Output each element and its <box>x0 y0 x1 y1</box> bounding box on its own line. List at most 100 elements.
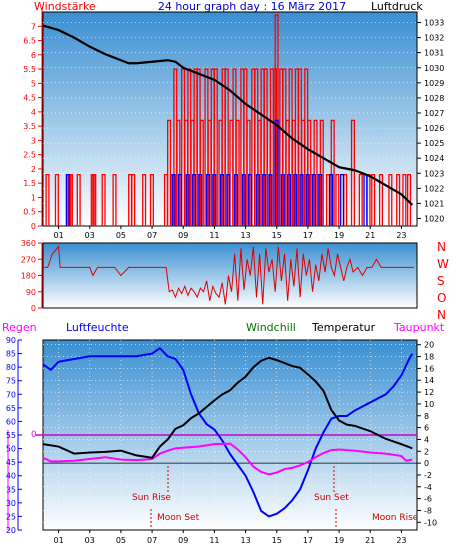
humidity-tick-label: 35 <box>6 485 16 494</box>
rain-zero-label: 0 <box>31 430 37 440</box>
temperature-tick-label: 6 <box>424 424 429 433</box>
wind-gust-bar <box>191 173 197 226</box>
wind-speed-bar <box>213 68 218 226</box>
hour-tick-label-bottom: 23 <box>396 536 406 545</box>
wind-speed-bar <box>101 173 106 226</box>
hour-tick-label: 21 <box>365 231 375 240</box>
hour-tick-label: 23 <box>396 231 406 240</box>
hour-tick-label: 17 <box>303 231 313 240</box>
wind-speed-bar <box>313 119 318 226</box>
pressure-tick-label: 1032 <box>424 34 444 43</box>
wind-tick-label: 6.5 <box>23 37 36 46</box>
sun-set-label: Sun Set <box>314 493 349 503</box>
hour-tick-label: 05 <box>116 231 126 240</box>
hour-tick-label-bottom: 07 <box>147 536 157 545</box>
wind-speed-bar <box>54 173 59 226</box>
wind-tick-label: 1 <box>31 193 36 202</box>
hour-tick-label: 15 <box>272 231 282 240</box>
legend-humidity: Luftfeuchte <box>66 321 129 334</box>
wind-tick-label: 7 <box>31 22 36 31</box>
temperature-tick-label: 12 <box>424 388 434 397</box>
temperature-line <box>42 356 413 459</box>
hour-tick-label-bottom: 17 <box>303 536 313 545</box>
hour-tick-label-bottom: 21 <box>365 536 375 545</box>
humidity-tick-label: 90 <box>6 336 16 345</box>
direction-tick-label: 90 <box>26 288 36 297</box>
temperature-tick-label: 20 <box>424 341 434 350</box>
temperature-tick-label: -4 <box>424 483 432 492</box>
legend-windchill: Windchill <box>246 321 296 334</box>
temperature-tick-label: 10 <box>424 400 434 409</box>
humidity-tick-label: 25 <box>6 512 16 521</box>
wind-tick-label: 1.5 <box>23 179 36 188</box>
temperature-tick-label: -10 <box>424 518 437 527</box>
wind-gust-bar <box>212 173 217 226</box>
wind-speed-bar <box>199 119 204 226</box>
wind-gust-bar <box>339 173 345 226</box>
humidity-tick-label: 20 <box>6 526 16 535</box>
wind-tick-label: 4.5 <box>23 94 36 103</box>
wind-gust-bar <box>248 173 253 226</box>
direction-label-west: W <box>437 257 449 271</box>
wind-speed-bar <box>92 173 97 226</box>
wind-speed-bar <box>396 173 401 226</box>
direction-label-south: S <box>437 274 445 288</box>
wind-gust-bar <box>318 173 323 226</box>
legend-rain: Regen <box>2 321 37 334</box>
direction-tick-label: 180 <box>21 272 36 281</box>
hour-tick-label-bottom: 09 <box>178 536 188 545</box>
wind-tick-label: 3 <box>31 136 36 145</box>
sun-rise-label: Sun Rise <box>132 493 171 503</box>
wind-speed-bar <box>319 119 324 226</box>
wind-speed-bar <box>76 173 81 226</box>
pressure-tick-label: 1027 <box>424 109 444 118</box>
wind-tick-label: 3.5 <box>23 122 36 131</box>
humidity-tick-label: 60 <box>6 417 16 426</box>
humidity-tick-label: 55 <box>6 431 16 440</box>
temperature-tick-label: 4 <box>424 435 429 444</box>
wind-speed-bar <box>131 173 136 226</box>
wind-speed-bar <box>224 68 229 226</box>
temperature-tick-label: 8 <box>424 412 429 421</box>
hour-tick-label: 13 <box>240 231 250 240</box>
wind-gust-bar <box>219 173 225 226</box>
hour-tick-label-bottom: 11 <box>209 536 219 545</box>
hour-tick-label: 07 <box>147 231 157 240</box>
humidity-tick-label: 30 <box>6 499 16 508</box>
wind-tick-label: 0 <box>31 222 36 231</box>
hour-tick-label-bottom: 01 <box>53 536 63 545</box>
wind-gust-bar <box>311 173 317 226</box>
humidity-tick-label: 45 <box>6 458 16 467</box>
pressure-tick-label: 1021 <box>424 199 444 208</box>
wind-speed-bar <box>149 173 154 226</box>
pressure-tick-label: 1033 <box>424 19 444 28</box>
wind-tick-label: 6 <box>31 51 36 60</box>
wind-gust-bar <box>226 173 231 226</box>
pressure-tick-label: 1024 <box>424 154 444 163</box>
humidity-tick-label: 70 <box>6 390 16 399</box>
wind-tick-label: 0.5 <box>23 208 36 217</box>
humidity-tick-label: 50 <box>6 445 16 454</box>
moon-set-label: Moon Set <box>157 513 200 523</box>
wind-speed-bar <box>246 119 251 226</box>
wind-speed-bar <box>142 173 147 226</box>
pressure-tick-label: 1026 <box>424 124 444 133</box>
pressure-tick-label: 1028 <box>424 94 444 103</box>
humidity-tick-label: 65 <box>6 404 16 413</box>
wind-gust-bar <box>234 173 239 226</box>
hour-tick-label: 19 <box>334 231 344 240</box>
wind-speed-bar <box>335 173 340 226</box>
direction-tick-label: 0 <box>31 304 36 313</box>
hour-tick-label-bottom: 05 <box>116 536 126 545</box>
wind-gust-bar <box>262 173 267 226</box>
wind-gust-bar <box>198 173 203 226</box>
temperature-tick-label: -2 <box>424 471 432 480</box>
pressure-tick-label: 1020 <box>424 214 444 223</box>
chart-title: 24 hour graph day : 16 März 2017 <box>158 0 346 13</box>
pressure-tick-label: 1022 <box>424 184 444 193</box>
humidity-tick-label: 80 <box>6 363 16 372</box>
direction-tick-label: 360 <box>21 239 36 248</box>
wind-gust-bar <box>299 173 304 226</box>
moon-rise-label: Moon Rise <box>372 513 419 523</box>
humidity-tick-label: 75 <box>6 377 16 386</box>
